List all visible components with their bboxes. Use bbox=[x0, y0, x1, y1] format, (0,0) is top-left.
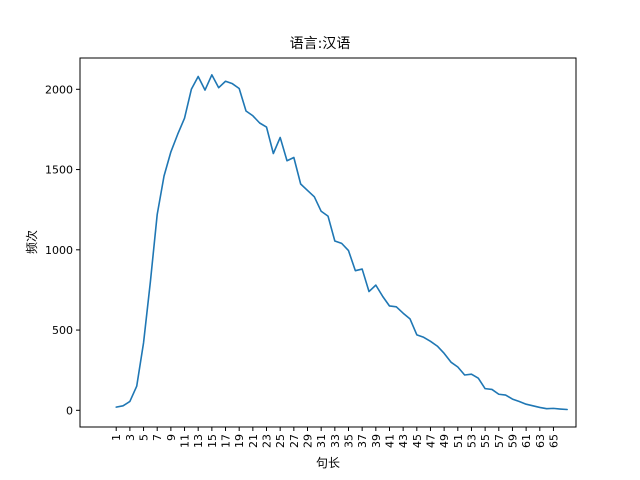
x-tick-label: 57 bbox=[493, 434, 506, 448]
x-tick-label: 25 bbox=[274, 434, 287, 448]
x-tick-label: 23 bbox=[261, 434, 274, 448]
y-tick-label: 500 bbox=[52, 324, 73, 337]
y-axis: 0 500 1000 1500 2000 bbox=[45, 83, 80, 417]
series-layer bbox=[115, 74, 568, 411]
y-axis-label: 频次 bbox=[25, 230, 39, 254]
x-tick-label: 65 bbox=[547, 434, 560, 448]
x-tick-label: 7 bbox=[151, 434, 164, 441]
chart-title: 语言:汉语 bbox=[290, 36, 351, 52]
x-tick-label: 1 bbox=[110, 434, 123, 441]
y-tick-label: 0 bbox=[66, 404, 73, 417]
x-tick-label: 5 bbox=[138, 434, 151, 441]
x-tick-label: 21 bbox=[247, 434, 260, 448]
x-tick-label: 61 bbox=[520, 434, 533, 448]
x-tick-label: 31 bbox=[315, 434, 328, 448]
y-tick-label: 1500 bbox=[45, 164, 73, 177]
x-tick-label: 55 bbox=[479, 434, 492, 448]
axes-frame bbox=[79, 57, 577, 428]
x-tick-label: 47 bbox=[424, 434, 437, 448]
x-tick-label: 11 bbox=[179, 434, 192, 448]
x-tick-label: 63 bbox=[534, 434, 547, 448]
x-tick-label: 41 bbox=[383, 434, 396, 448]
x-tick-label: 51 bbox=[452, 434, 465, 448]
x-tick-label: 45 bbox=[411, 434, 424, 448]
x-tick-label: 37 bbox=[356, 434, 369, 448]
x-tick-label: 33 bbox=[329, 434, 342, 448]
y-tick-label: 1000 bbox=[45, 244, 73, 257]
y-tick-label: 2000 bbox=[45, 83, 73, 96]
x-tick-label: 35 bbox=[342, 434, 355, 448]
x-tick-label: 19 bbox=[233, 434, 246, 448]
x-tick-label: 15 bbox=[206, 434, 219, 448]
x-tick-label: 39 bbox=[370, 434, 383, 448]
x-tick-label: 43 bbox=[397, 434, 410, 448]
x-tick-label: 53 bbox=[465, 434, 478, 448]
x-tick-label: 9 bbox=[165, 434, 178, 441]
series-line bbox=[115, 74, 568, 411]
x-tick-label: 17 bbox=[220, 434, 233, 448]
x-tick-label: 13 bbox=[192, 434, 205, 448]
x-tick-label: 49 bbox=[438, 434, 451, 448]
x-tick-label: 29 bbox=[302, 434, 315, 448]
plot-area bbox=[79, 57, 577, 428]
x-axis-label: 句长 bbox=[316, 456, 340, 470]
x-tick-label: 3 bbox=[124, 434, 137, 441]
x-tick-label: 27 bbox=[288, 434, 301, 448]
x-tick-label: 59 bbox=[506, 434, 519, 448]
x-axis: 1 3 5 7 9 11 13 15 17 19 21 23 25 27 29 31 33 35 37 39 41 43 4… bbox=[110, 427, 560, 448]
